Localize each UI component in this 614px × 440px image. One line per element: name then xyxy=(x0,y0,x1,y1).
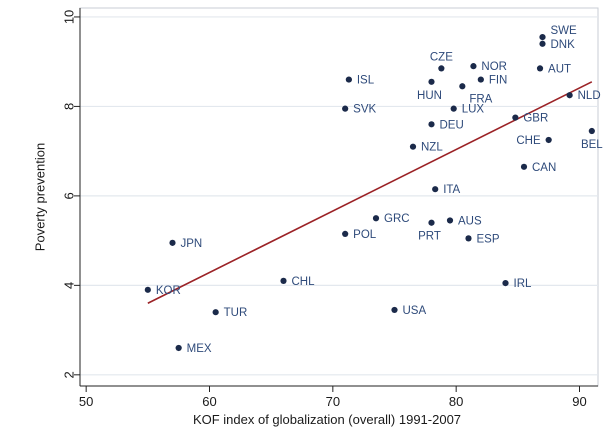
point-kor xyxy=(144,286,151,293)
plot-panel xyxy=(79,7,599,387)
y-axis-ticks: 2 4 6 8 10 xyxy=(62,10,80,378)
point-tur xyxy=(212,309,219,316)
x-axis-title: KOF index of globalization (overall) 199… xyxy=(193,412,461,427)
point-dnk xyxy=(539,40,546,47)
point-nld xyxy=(566,92,573,99)
point-label-pol: POL xyxy=(353,229,377,241)
point-label-esp: ESP xyxy=(477,233,500,245)
point-chl xyxy=(280,277,287,284)
point-label-aus: AUS xyxy=(458,215,482,227)
point-can xyxy=(520,163,528,170)
point-hun xyxy=(428,78,435,85)
point-nzl xyxy=(409,143,417,150)
point-isl xyxy=(345,76,352,83)
point-nor xyxy=(470,63,477,70)
point-che xyxy=(545,136,552,144)
data-points: SWE DNK AUT NLD BEL GBR CHE CAN CZE NOR FIN HUN FRAL… xyxy=(144,25,603,355)
point-label-jpn: JPN xyxy=(181,238,203,250)
x-tick-label: 60 xyxy=(202,394,216,409)
x-tick-label: 50 xyxy=(79,394,93,409)
point-label-ita: ITA xyxy=(443,184,460,196)
point-label-tur: TUR xyxy=(224,307,248,319)
y-tick-label: 10 xyxy=(62,10,77,24)
point-label-bel: BEL xyxy=(581,139,603,151)
point-label-svk: SVK xyxy=(353,104,376,116)
point-fra xyxy=(459,83,466,90)
gridlines xyxy=(80,16,598,376)
point-deu xyxy=(428,121,435,128)
point-ita xyxy=(432,186,439,193)
y-tick-label: 6 xyxy=(62,192,77,199)
point-label-kor: KOR xyxy=(156,285,181,297)
point-irl xyxy=(502,280,509,287)
point-label-chl: CHL xyxy=(292,276,316,288)
point-label-mex: MEX xyxy=(187,343,212,355)
point-mex xyxy=(175,344,182,352)
y-tick-label: 4 xyxy=(62,282,77,289)
point-label-can: CAN xyxy=(532,162,556,174)
point-label-hun: HUN xyxy=(417,90,442,102)
point-fin xyxy=(477,76,484,83)
y-axis-title: Poverty prevention xyxy=(33,143,48,251)
point-bel xyxy=(588,127,595,135)
point-cze xyxy=(438,65,445,72)
point-label-isl: ISL xyxy=(357,75,375,87)
point-label-aut: AUT xyxy=(548,63,571,75)
y-tick-label: 8 xyxy=(62,103,77,110)
point-label-deu: DEU xyxy=(440,119,464,131)
point-usa xyxy=(391,306,398,314)
point-svk xyxy=(342,105,349,112)
point-swe xyxy=(539,33,546,41)
point-label-nor: NOR xyxy=(481,61,507,73)
point-label-nzl: NZL xyxy=(421,142,443,154)
point-gbr xyxy=(512,114,519,121)
point-label-lux: LUX xyxy=(462,104,485,116)
x-tick-label: 80 xyxy=(449,394,463,409)
point-aut xyxy=(536,65,544,72)
point-pol xyxy=(342,230,349,238)
point-esp xyxy=(465,235,472,242)
point-label-usa: USA xyxy=(403,305,427,317)
point-label-dnk: DNK xyxy=(551,39,576,51)
point-prt xyxy=(428,219,435,226)
point-label-gbr: GBR xyxy=(523,113,548,125)
point-grc xyxy=(372,215,380,222)
point-lux xyxy=(450,105,457,112)
x-axis-ticks: 50 60 70 80 90 xyxy=(79,386,587,409)
point-label-fin: FIN xyxy=(489,75,508,87)
y-tick-label: 2 xyxy=(62,371,77,378)
axes xyxy=(79,8,598,387)
point-label-grc: GRC xyxy=(384,213,410,225)
point-jpn xyxy=(169,239,176,246)
point-label-fra: FRA xyxy=(469,93,492,105)
point-label-prt: PRT xyxy=(418,231,441,243)
point-label-irl: IRL xyxy=(514,278,533,290)
point-label-nld: NLD xyxy=(578,90,601,102)
x-tick-label: 70 xyxy=(326,394,340,409)
point-label-che: CHE xyxy=(516,135,541,147)
point-aus xyxy=(446,217,454,224)
point-label-cze: CZE xyxy=(430,51,453,63)
x-tick-label: 90 xyxy=(572,394,586,409)
point-label-swe: SWE xyxy=(551,25,578,37)
